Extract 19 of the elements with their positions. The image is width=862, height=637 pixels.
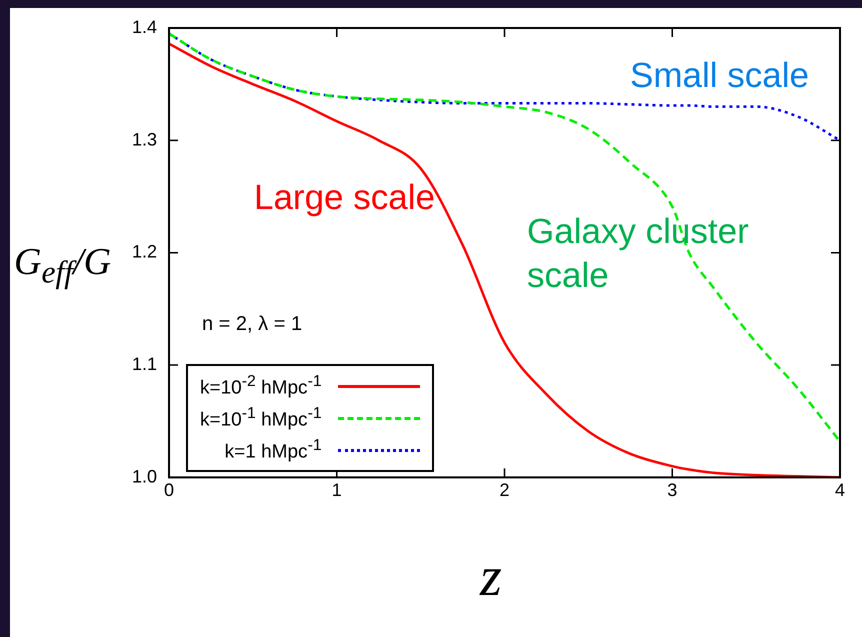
legend-label: k=10$^{-1}$ hMpc$^{-1}$ [200, 404, 322, 432]
annotation: Galaxy cluster scale [527, 211, 749, 297]
legend-label: k=10$^{-2}$ hMpc$^{-1}$ [200, 372, 322, 400]
x-tick-label: 3 [667, 480, 678, 500]
y-tick-label: 1.4 [132, 16, 158, 37]
x-tick-label: 1 [332, 480, 342, 500]
y-tick-label: 1.2 [132, 242, 158, 262]
annotation: Large scale [254, 177, 435, 219]
y-tick-label: 1.3 [132, 129, 158, 150]
x-tick-label: 4 [834, 480, 846, 500]
y-axis-title: G$_{eff}$/G [14, 240, 112, 291]
annotation: n = 2, λ = 1 [202, 312, 302, 337]
y-tick-label: 1.0 [132, 466, 158, 486]
y-tick-label: 1.1 [132, 354, 158, 374]
annotation: Small scale [630, 55, 809, 97]
x-tick-label: 2 [500, 480, 510, 500]
x-axis-title: z [480, 545, 502, 609]
legend-label: k=1 hMpc$^{-1}$ [224, 436, 322, 464]
x-tick-label: 0 [164, 480, 174, 500]
